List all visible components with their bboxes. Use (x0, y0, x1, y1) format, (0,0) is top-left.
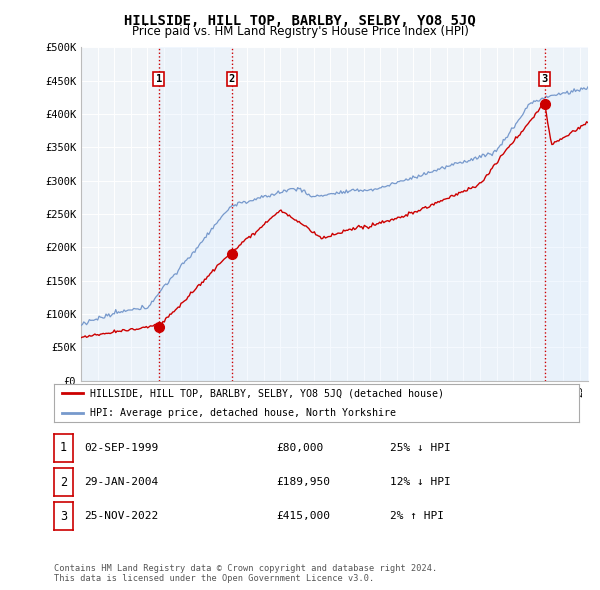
Text: 12% ↓ HPI: 12% ↓ HPI (390, 477, 451, 487)
Text: Contains HM Land Registry data © Crown copyright and database right 2024.
This d: Contains HM Land Registry data © Crown c… (54, 563, 437, 583)
Text: 3: 3 (542, 74, 548, 84)
Text: Price paid vs. HM Land Registry's House Price Index (HPI): Price paid vs. HM Land Registry's House … (131, 25, 469, 38)
Text: 1: 1 (155, 74, 162, 84)
Text: 2% ↑ HPI: 2% ↑ HPI (390, 512, 444, 521)
Text: 3: 3 (60, 510, 67, 523)
Text: HPI: Average price, detached house, North Yorkshire: HPI: Average price, detached house, Nort… (90, 408, 396, 418)
Text: HILLSIDE, HILL TOP, BARLBY, SELBY, YO8 5JQ (detached house): HILLSIDE, HILL TOP, BARLBY, SELBY, YO8 5… (90, 388, 444, 398)
Text: £80,000: £80,000 (276, 443, 323, 453)
Text: 02-SEP-1999: 02-SEP-1999 (84, 443, 158, 453)
Text: 29-JAN-2004: 29-JAN-2004 (84, 477, 158, 487)
Text: 25% ↓ HPI: 25% ↓ HPI (390, 443, 451, 453)
Text: 2: 2 (229, 74, 235, 84)
Bar (545, 47, 588, 381)
Text: 2: 2 (60, 476, 67, 489)
Bar (158, 47, 232, 381)
Text: £415,000: £415,000 (276, 512, 330, 521)
Text: 25-NOV-2022: 25-NOV-2022 (84, 512, 158, 521)
Text: £189,950: £189,950 (276, 477, 330, 487)
Text: HILLSIDE, HILL TOP, BARLBY, SELBY, YO8 5JQ: HILLSIDE, HILL TOP, BARLBY, SELBY, YO8 5… (124, 14, 476, 28)
Text: 1: 1 (60, 441, 67, 454)
